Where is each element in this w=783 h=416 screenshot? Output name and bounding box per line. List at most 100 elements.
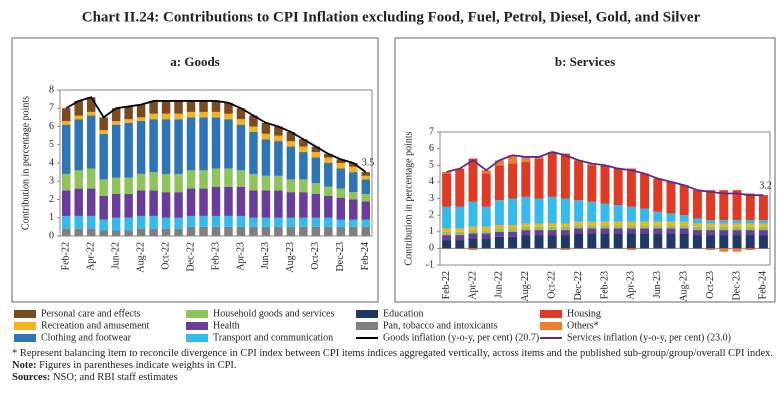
- chart-title: Chart II.24: Contributions to CPI Inflat…: [82, 9, 701, 25]
- y-tick-label: 5: [49, 139, 54, 150]
- bar-segment: [199, 215, 208, 227]
- bar-segment: [74, 188, 83, 216]
- bar-segment: [442, 240, 452, 249]
- bar-segment: [74, 228, 83, 236]
- bar-segment: [706, 235, 716, 249]
- bar-segment: [745, 230, 755, 236]
- bar-segment: [361, 219, 371, 227]
- bar-segment: [124, 106, 133, 120]
- bar-segment: [349, 166, 358, 173]
- bar-segment: [186, 170, 196, 189]
- bar-segment: [758, 220, 768, 224]
- x-tick-label: Dec-23: [335, 242, 346, 271]
- bar-segment: [626, 168, 636, 207]
- bar-segment: [560, 153, 570, 199]
- legend-swatch: [14, 334, 36, 342]
- bar-segment: [111, 194, 121, 218]
- bar-segment: [211, 186, 221, 216]
- bar-segment: [640, 173, 650, 209]
- legend-label: Housing: [567, 308, 601, 319]
- bar-segment: [336, 188, 346, 198]
- bar-segment: [186, 111, 196, 118]
- chart-area: Chart II.24: Contributions to CPI Inflat…: [11, 9, 776, 343]
- x-tick-label: Apr-23: [235, 242, 246, 271]
- bar-segment: [574, 200, 584, 222]
- bar-segment: [74, 115, 83, 120]
- bar-segment: [186, 117, 196, 171]
- bar-segment: [124, 194, 133, 218]
- bar-segment: [61, 228, 71, 236]
- bar-segment: [521, 161, 531, 197]
- legend-label: Transport and communication: [213, 332, 333, 343]
- bar-segment: [706, 230, 716, 236]
- bar-segment: [653, 228, 663, 234]
- bar-segment: [74, 170, 83, 189]
- bar-segment: [211, 100, 221, 112]
- bar-segment: [349, 192, 358, 200]
- bar-segment: [692, 226, 702, 231]
- bar-segment: [653, 225, 663, 229]
- bar-segment: [161, 192, 171, 218]
- bar-segment: [224, 215, 233, 227]
- bar-segment: [86, 111, 96, 116]
- bar-segment: [311, 152, 321, 158]
- bar-segment: [199, 117, 208, 171]
- bar-segment: [560, 226, 570, 231]
- bar-segment: [732, 223, 742, 227]
- bar-segment: [124, 230, 133, 236]
- bar-segment: [547, 223, 557, 227]
- x-tick-label: Feb-24: [758, 271, 769, 299]
- y-tick-label: 3: [429, 193, 434, 204]
- y-tick-label: 4: [429, 176, 434, 187]
- y-tick-label: 5: [429, 160, 434, 171]
- bar-segment: [211, 215, 221, 227]
- bar-segment: [299, 217, 308, 227]
- legend-swatch: [186, 322, 208, 330]
- bar-segment: [61, 121, 71, 125]
- bar-segment: [732, 230, 742, 236]
- bar-segment: [587, 233, 597, 249]
- bar-segment: [679, 185, 689, 216]
- bar-segment: [61, 108, 71, 122]
- bar-segment: [587, 228, 597, 234]
- bar-segment: [199, 226, 208, 236]
- notes: * Represent balancing item to reconcile …: [12, 348, 774, 384]
- legend-label: Education: [383, 308, 424, 319]
- legend-label: Personal care and effects: [41, 308, 141, 319]
- bar-segment: [745, 226, 755, 231]
- bar-segment: [494, 160, 504, 166]
- bar-segment: [349, 226, 358, 236]
- bar-segment: [261, 226, 271, 236]
- panel-frame: [11, 37, 379, 303]
- bar-segment: [455, 168, 465, 207]
- bar-segment: [534, 235, 544, 249]
- y-tick-label: 7: [429, 126, 434, 137]
- bar-segment: [111, 121, 121, 125]
- bar-segment: [745, 248, 755, 251]
- legend-swatch: [186, 334, 208, 342]
- bar-segment: [236, 170, 246, 187]
- bar-segment: [745, 235, 755, 249]
- bar-segment: [136, 228, 146, 236]
- x-tick-label: Feb-22: [61, 242, 72, 270]
- bar-segment: [574, 225, 584, 229]
- bar-segment: [560, 230, 570, 236]
- x-tick-label: Oct-22: [160, 242, 171, 270]
- bar-segment: [508, 198, 518, 226]
- bar-segment: [455, 235, 465, 241]
- note-text: Figures in parentheses indicate weights …: [39, 360, 237, 371]
- bar-segment: [587, 201, 597, 222]
- y-axis-label: Contribution in percentage points: [20, 96, 31, 230]
- bar-segment: [224, 102, 233, 114]
- bar-segment: [361, 201, 371, 220]
- bar-segment: [249, 226, 258, 236]
- legend-label: Others*: [567, 320, 599, 331]
- bar-segment: [455, 240, 465, 249]
- bar-segment: [574, 233, 584, 249]
- bar-segment: [613, 228, 623, 234]
- bar-segment: [745, 220, 755, 224]
- bar-segment: [758, 226, 768, 231]
- bar-segment: [99, 179, 108, 196]
- legend-swatch: [356, 322, 378, 330]
- bar-segment: [666, 213, 676, 222]
